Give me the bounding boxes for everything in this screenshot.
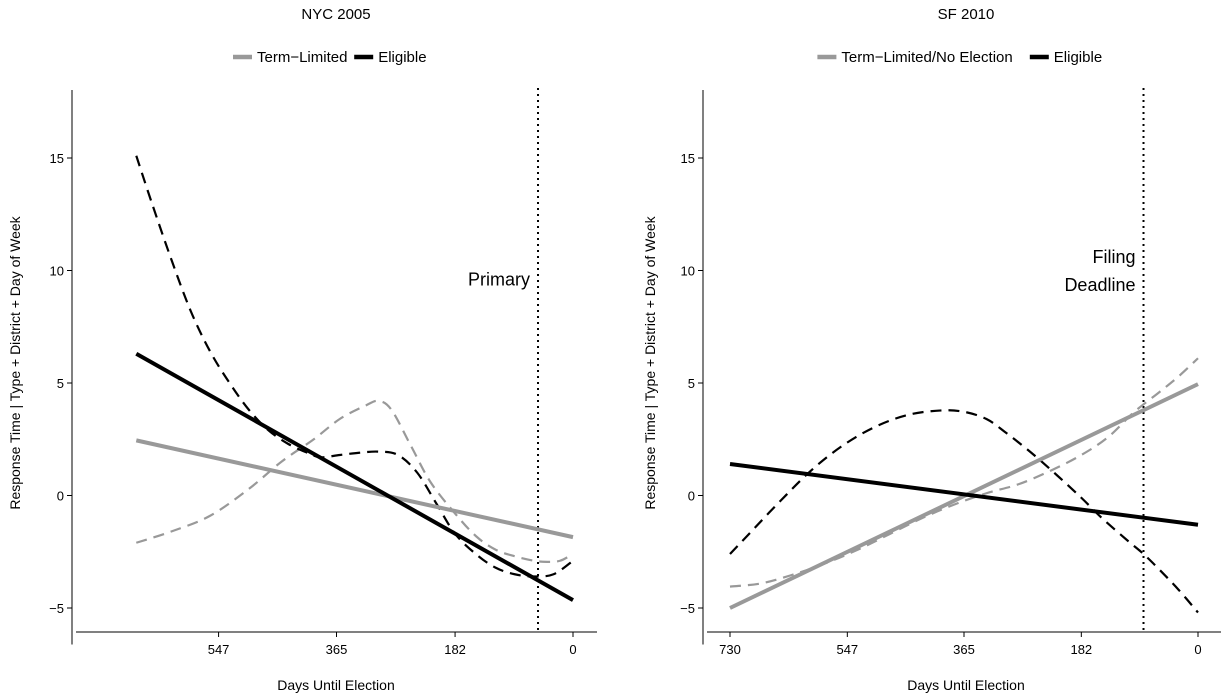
legend-label-1: Term−Limited/No Election (841, 49, 1012, 66)
annotation-2: Deadline (1064, 275, 1135, 295)
y-tick-label: 0 (688, 489, 695, 504)
eligible-fit-line (135, 352, 574, 602)
x-tick-label: 547 (836, 642, 858, 657)
x-tick-label: 730 (719, 642, 741, 657)
legend: Term−Limited Eligible (233, 49, 427, 66)
y-axis-label: Response Time | Type + District + Day of… (642, 215, 658, 509)
x-tick-label: 182 (1070, 642, 1092, 657)
y-tick-label: −5 (680, 601, 695, 616)
eligible-fit-line (729, 462, 1199, 527)
x-axis-label: Days Until Election (907, 677, 1025, 693)
x-tick-label: 547 (208, 642, 230, 657)
y-tick-label: 15 (50, 151, 64, 166)
chart-title: SF 2010 (938, 6, 995, 23)
x-axis-label: Days Until Election (277, 677, 395, 693)
x-tick-label: 365 (953, 642, 975, 657)
x-tick-label: 365 (326, 642, 348, 657)
chart-title: NYC 2005 (301, 6, 370, 23)
term-limited-smooth-dashed-line (135, 399, 574, 563)
panel-2: SF 2010 Term−Limited/No Election Eligible −… (642, 6, 1221, 693)
legend-label-2: Eligible (1054, 49, 1102, 66)
eligible-smooth-dashed-line (135, 155, 574, 578)
y-tick-label: 0 (57, 489, 64, 504)
y-tick-label: 5 (688, 376, 695, 391)
y-axis-label: Response Time | Type + District + Day of… (7, 215, 23, 509)
term-limited-fit-line (135, 438, 574, 540)
y-tick-label: 10 (681, 264, 695, 279)
panel-1: NYC 2005 Term−Limited Eligible −5 0 5 10 15 547 3… (7, 6, 597, 693)
y-tick-label: 10 (50, 264, 64, 279)
annotation-1: Primary (468, 270, 530, 290)
x-tick-label: 0 (569, 642, 576, 657)
x-tick-label: 182 (444, 642, 466, 657)
legend-label-2: Eligible (378, 49, 426, 66)
y-tick-label: −5 (49, 601, 64, 616)
annotation-1: Filing (1092, 247, 1135, 267)
eligible-smooth-dashed-line (729, 409, 1199, 614)
x-tick-label: 0 (1194, 642, 1201, 657)
y-tick-label: 15 (681, 151, 695, 166)
legend: Term−Limited/No Election Eligible (817, 49, 1102, 66)
y-tick-label: 5 (57, 376, 64, 391)
term-limited-smooth-dashed-line (729, 357, 1199, 588)
legend-label-1: Term−Limited (257, 49, 347, 66)
